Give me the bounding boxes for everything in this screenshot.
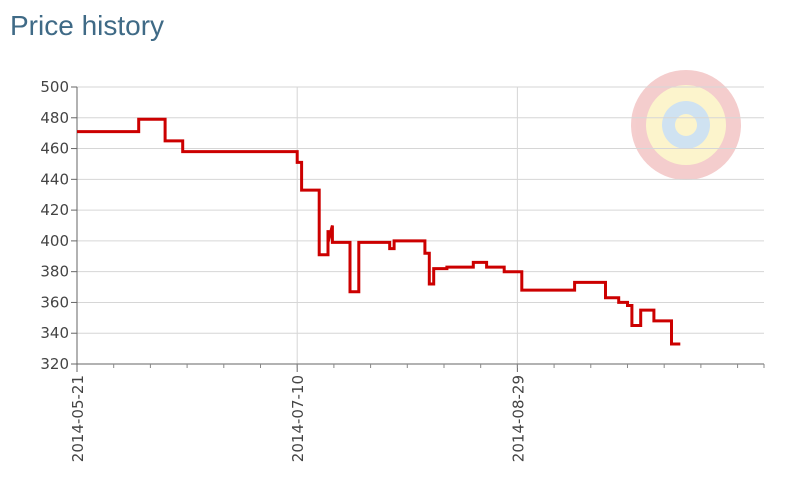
y-tick-label: 480 [40, 109, 69, 127]
y-axis: 320 340 360 380 400 420 440 460 480 500 [40, 78, 77, 373]
series-layer [76, 117, 681, 346]
y-tick-label: 420 [40, 201, 69, 219]
y-tick-label: 340 [40, 324, 69, 342]
y-tick-label: 440 [40, 170, 69, 188]
page-title: Price history [10, 10, 165, 41]
x-tick-label: 2014-05-21 [69, 375, 87, 462]
y-tick-label: 400 [40, 232, 69, 250]
watermark-logo [631, 70, 741, 180]
y-tick-label: 460 [40, 140, 69, 158]
x-tick-label: 2014-07-10 [289, 375, 307, 462]
price-series-line [77, 117, 681, 346]
chart-axes [76, 87, 765, 368]
y-tick-label: 380 [40, 263, 69, 281]
y-tick-label: 500 [40, 78, 69, 96]
y-tick-label: 320 [40, 355, 69, 373]
x-axis: 2014-05-21 2014-07-10 2014-08-29 [69, 364, 739, 462]
x-tick-label: 2014-08-29 [509, 375, 527, 462]
y-tick-label: 360 [40, 293, 69, 311]
